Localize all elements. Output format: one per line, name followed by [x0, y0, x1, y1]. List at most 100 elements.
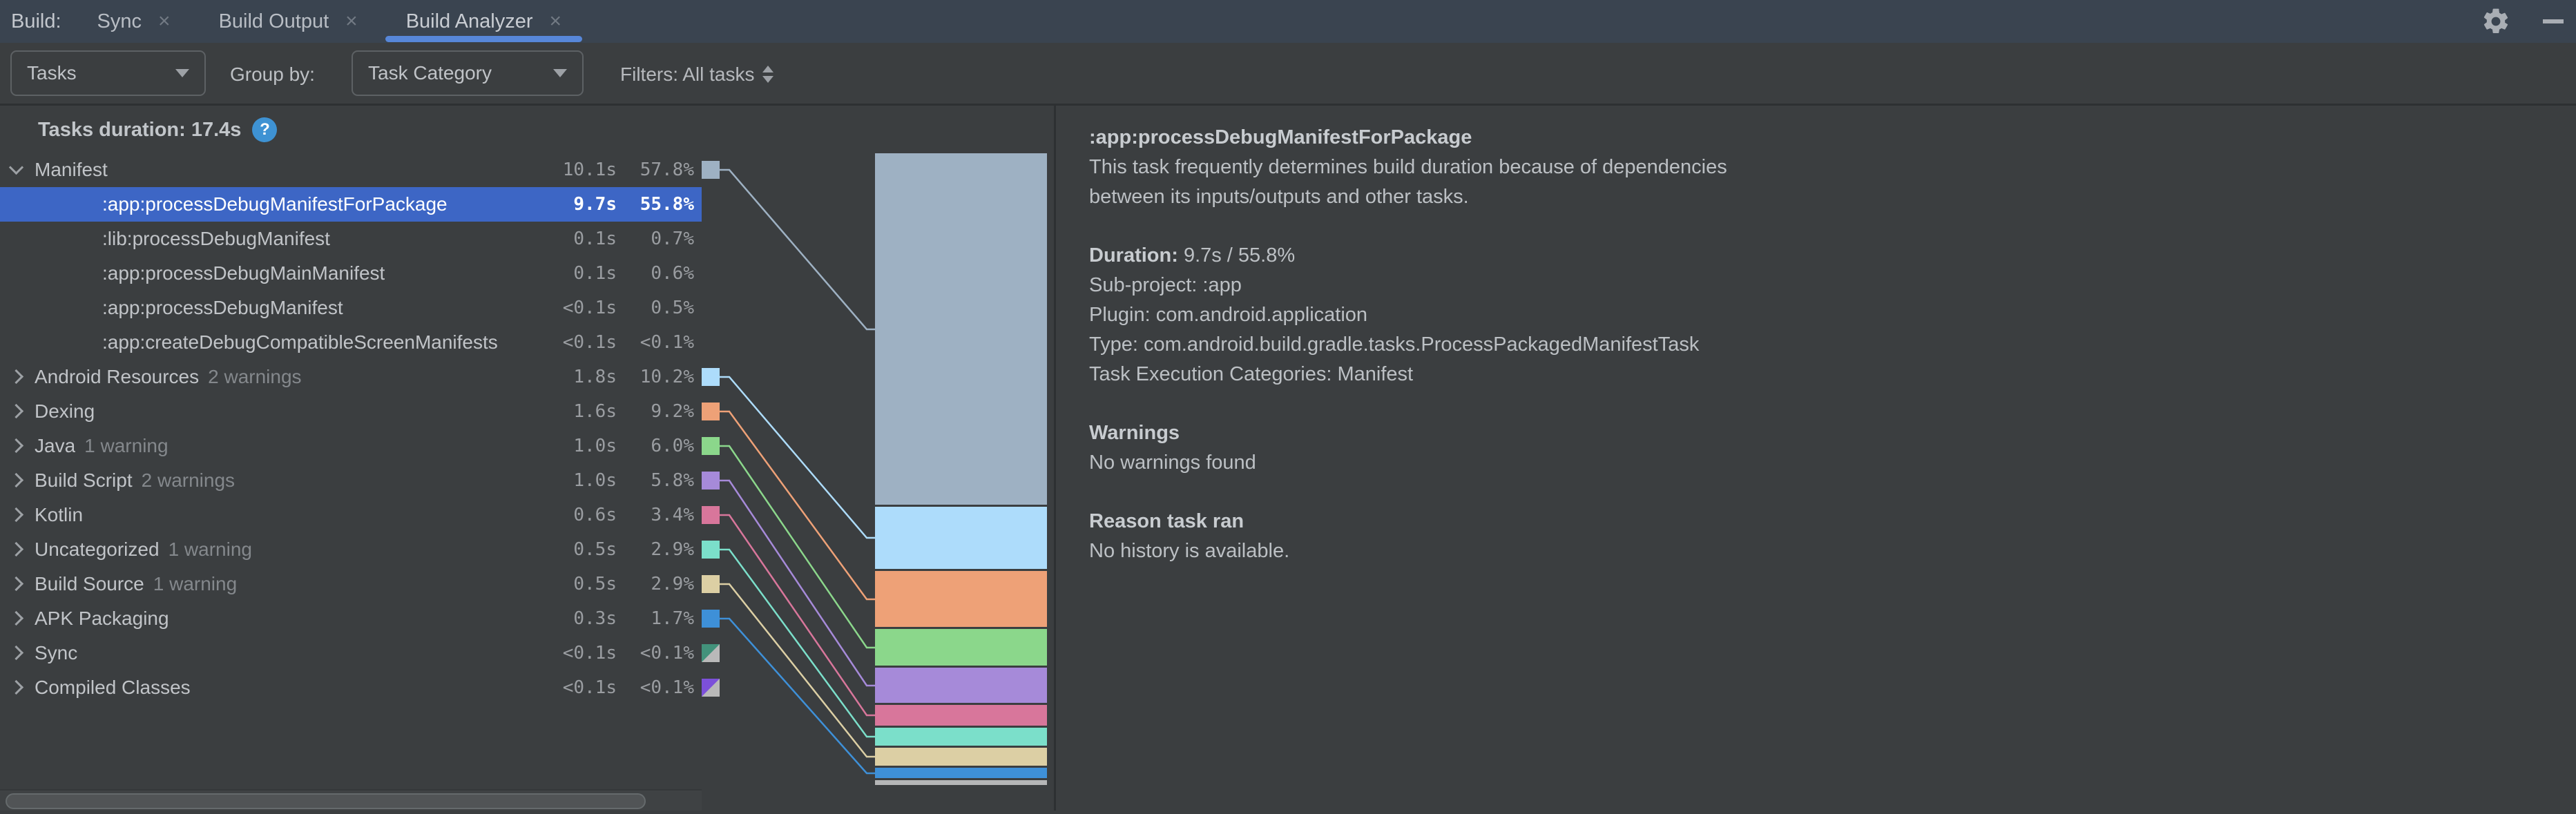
- task-percent: <0.1%: [640, 677, 694, 698]
- connector-line-android-resources: [720, 376, 875, 539]
- chevron-right-icon[interactable]: [8, 507, 24, 522]
- task-label: Build Script: [35, 469, 133, 491]
- bar-segment-apk-packaging[interactable]: [875, 768, 1047, 778]
- task-categories-line: Task Execution Categories: Manifest: [1089, 363, 1414, 385]
- help-icon[interactable]: ?: [252, 117, 278, 142]
- tree-row-category-java[interactable]: Java 1 warning 1.0s 6.0%: [0, 429, 702, 463]
- tree-row-task--app-processdebugmanifestforpackage[interactable]: :app:processDebugManifestForPackage 9.7s 5…: [0, 187, 702, 222]
- stacked-bar-chart: [702, 153, 1047, 785]
- task-percent: 2.9%: [651, 539, 694, 560]
- tree-row-task--app-processdebugmainmanifest[interactable]: :app:processDebugMainManifest 0.1s 0.6%: [0, 256, 702, 291]
- chevron-right-icon[interactable]: [8, 576, 24, 591]
- build-window-title: Build:: [11, 10, 61, 32]
- chevron-down-icon[interactable]: [8, 159, 24, 175]
- task-percent: 0.7%: [651, 229, 694, 249]
- tab-build-output[interactable]: Build Output ×: [218, 10, 358, 32]
- chevron-right-icon[interactable]: [8, 472, 24, 487]
- close-icon[interactable]: ×: [345, 10, 358, 32]
- bar-segment-kotlin[interactable]: [875, 705, 1047, 726]
- legend-swatch-accent-sync: [702, 644, 720, 662]
- bar-segment-android-resources[interactable]: [875, 507, 1047, 569]
- view-mode-dropdown[interactable]: Tasks: [10, 50, 206, 96]
- chevron-right-icon[interactable]: [8, 541, 24, 556]
- chevron-right-icon[interactable]: [8, 610, 24, 626]
- task-label: :app:processDebugManifestForPackage: [102, 193, 448, 215]
- task-label: :app:createDebugCompatibleScreenManifest…: [102, 331, 498, 353]
- task-label: Android Resources: [35, 366, 200, 387]
- task-label: Java: [35, 435, 76, 456]
- filters-control[interactable]: Filters: All tasks: [620, 43, 774, 106]
- warning-count: 1 warning: [153, 573, 238, 594]
- task-duration: <0.1s: [562, 332, 617, 353]
- task-label: Compiled Classes: [35, 677, 191, 698]
- connector-line-build-source: [720, 583, 875, 758]
- group-by-dropdown[interactable]: Task Category: [352, 50, 584, 96]
- tab-build-analyzer[interactable]: Build Analyzer ×: [385, 0, 583, 43]
- close-icon[interactable]: ×: [158, 10, 171, 32]
- chevron-down-icon: [553, 69, 567, 77]
- tree-row-task--app-processdebugmanifest[interactable]: :app:processDebugManifest <0.1s 0.5%: [0, 291, 702, 325]
- tree-row-category-manifest[interactable]: Manifest 10.1s 57.8%: [0, 153, 702, 187]
- task-percent: 0.6%: [651, 263, 694, 284]
- bar-segment-build-source[interactable]: [875, 748, 1047, 766]
- task-percent: 9.2%: [651, 401, 694, 422]
- warnings-body: No warnings found: [1089, 452, 1256, 474]
- close-icon[interactable]: ×: [549, 10, 562, 32]
- tasks-panel: Tasks duration: 17.4s ? Manifest 10.1s 57.…: [0, 106, 1056, 811]
- tree-row-category-apk-packaging[interactable]: APK Packaging 0.3s 1.7%: [0, 601, 702, 636]
- task-percent: 2.9%: [651, 574, 694, 594]
- task-duration: 1.0s: [573, 470, 617, 491]
- minimize-icon[interactable]: [2543, 19, 2564, 23]
- bar-segment-build-script[interactable]: [875, 668, 1047, 703]
- bar-segment-dexing[interactable]: [875, 571, 1047, 627]
- legend-swatch-manifest: [702, 161, 720, 179]
- bar-segment-manifest[interactable]: [875, 153, 1047, 505]
- warning-count: 2 warnings: [208, 366, 302, 387]
- tree-row-category-build-script[interactable]: Build Script 2 warnings 1.0s 5.8%: [0, 463, 702, 498]
- subproject-line: Sub-project: :app: [1089, 274, 1242, 296]
- tree-row-category-compiled-classes[interactable]: Compiled Classes <0.1s <0.1%: [0, 670, 702, 705]
- horizontal-scrollbar[interactable]: [0, 789, 702, 811]
- chevron-right-icon[interactable]: [8, 679, 24, 695]
- active-tab-underline: [385, 36, 583, 42]
- bar-segment-java[interactable]: [875, 629, 1047, 666]
- chevron-right-icon[interactable]: [8, 369, 24, 384]
- tree-row-category-build-source[interactable]: Build Source 1 warning 0.5s 2.9%: [0, 567, 702, 601]
- legend-swatch-accent-compiled-classes: [702, 679, 720, 697]
- task-label: Sync: [35, 642, 78, 663]
- chevron-right-icon[interactable]: [8, 645, 24, 660]
- connector-line-build-script: [720, 479, 875, 687]
- task-label: APK Packaging: [35, 608, 169, 629]
- task-label: Dexing: [35, 400, 95, 422]
- tree-row-category-sync[interactable]: Sync <0.1s <0.1%: [0, 636, 702, 670]
- task-description-line: between its inputs/outputs and other tas…: [1089, 186, 1469, 208]
- warnings-heading: Warnings: [1089, 422, 1180, 444]
- legend-swatch-build-script: [702, 472, 720, 490]
- tree-row-category-dexing[interactable]: Dexing 1.6s 9.2%: [0, 394, 702, 429]
- task-percent: <0.1%: [640, 643, 694, 663]
- connector-line-uncategorized: [720, 548, 875, 738]
- connector-line-java: [720, 445, 875, 649]
- task-label: Manifest: [35, 159, 108, 180]
- tree-row-category-android-resources[interactable]: Android Resources 2 warnings 1.8s 10.2%: [0, 360, 702, 394]
- task-label: Uncategorized: [35, 539, 160, 560]
- legend-swatch-uncategorized: [702, 541, 720, 559]
- bar-segment-remainder[interactable]: [875, 780, 1047, 785]
- tree-row-task--app-createdebugcompatiblescreenmanifests[interactable]: :app:createDebugCompatibleScreenManifest…: [0, 325, 702, 360]
- warning-count: 1 warning: [168, 539, 252, 560]
- bar-segment-uncategorized[interactable]: [875, 728, 1047, 746]
- tree-row-category-uncategorized[interactable]: Uncategorized 1 warning 0.5s 2.9%: [0, 532, 702, 567]
- task-duration: 0.1s: [573, 229, 617, 249]
- chevron-right-icon[interactable]: [8, 438, 24, 453]
- legend-swatch-dexing: [702, 403, 720, 420]
- group-by-label: Group by:: [230, 63, 315, 85]
- chevron-right-icon[interactable]: [8, 403, 24, 418]
- type-line: Type: com.android.build.gradle.tasks.Pro…: [1089, 333, 1700, 356]
- tree-row-category-kotlin[interactable]: Kotlin 0.6s 3.4%: [0, 498, 702, 532]
- gear-icon[interactable]: [2481, 6, 2511, 37]
- connector-line-kotlin: [720, 514, 875, 717]
- tab-sync[interactable]: Sync ×: [97, 10, 171, 32]
- tree-row-task--lib-processdebugmanifest[interactable]: :lib:processDebugManifest 0.1s 0.7%: [0, 222, 702, 256]
- horizontal-scrollbar-thumb[interactable]: [6, 793, 646, 809]
